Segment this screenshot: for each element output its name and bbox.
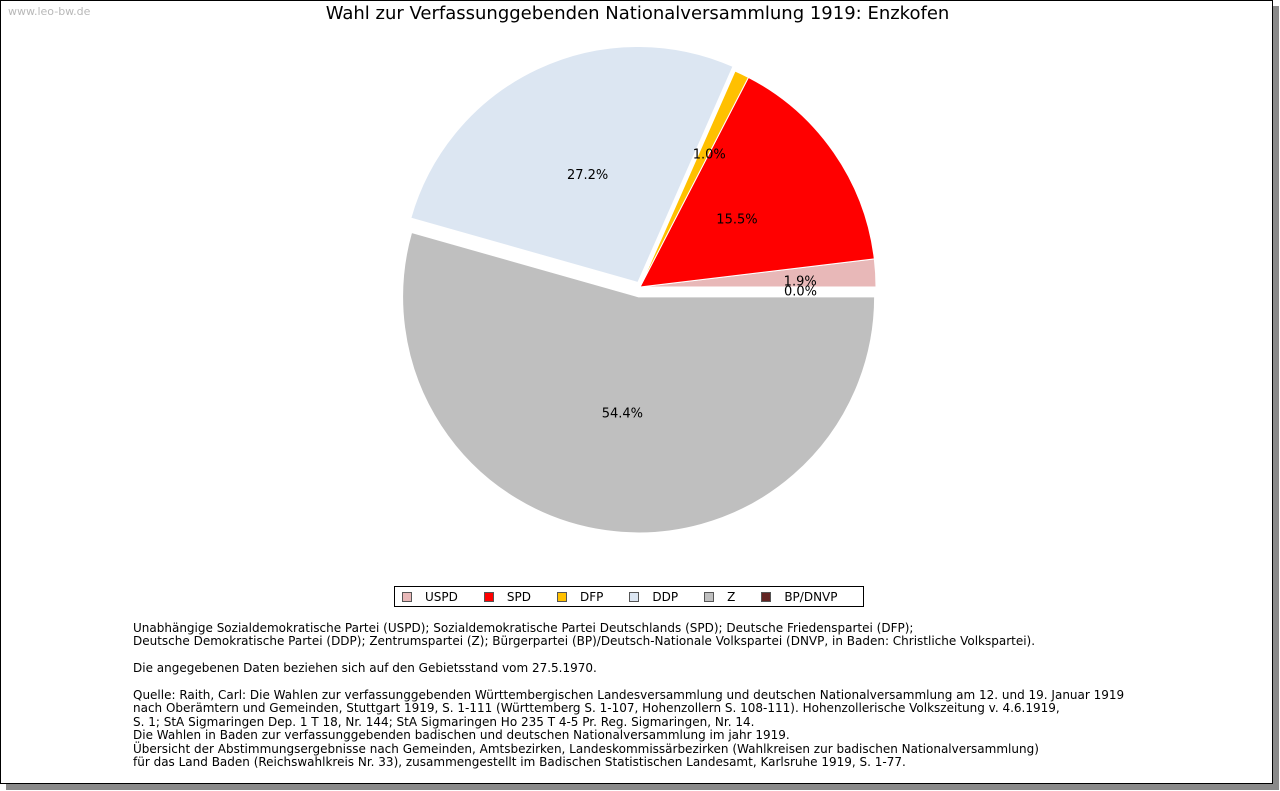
notes-source-line-2: nach Oberämtern und Gemeinden, Stuttgart… (133, 701, 1060, 716)
pie-label-ddp: 27.2% (567, 168, 608, 183)
legend-label-spd: SPD (506, 589, 531, 604)
legend-swatch-ddp (629, 591, 640, 602)
legend-item-ddp: DDP (629, 590, 678, 604)
pie-slice-ddp (410, 45, 734, 284)
pie-label-uspd: 1.9% (784, 275, 817, 290)
notes-source-line-6: für das Land Baden (Reichswahlkreis Nr. … (133, 755, 906, 770)
legend-item-bp-dnvp: BP/DNVP (761, 589, 838, 604)
legend-swatch-bp-dnvp (761, 591, 772, 602)
legend: USPD SPD DFP DDP Z BP/DNVP (394, 586, 864, 607)
pie-label-spd: 15.5% (716, 212, 757, 227)
pie-label-bp-dnvp: 0.0% (784, 285, 817, 300)
notes: Unabhängige Sozialdemokratische Partei (… (133, 621, 1233, 770)
pie-slice-z (402, 231, 876, 534)
notes-territory: Die angegebenen Daten beziehen sich auf … (133, 661, 597, 676)
legend-label-uspd: USPD (425, 589, 458, 604)
legend-label-ddp: DDP (652, 589, 679, 604)
notes-parties-line-2: Deutsche Demokratische Partei (DDP); Zen… (133, 634, 1036, 649)
legend-swatch-z (704, 591, 715, 602)
pie-slice-dfp (639, 70, 750, 288)
pie-label-dfp: 1.0% (693, 147, 726, 162)
chart-title: Wahl zur Verfassunggebenden Nationalvers… (325, 3, 950, 24)
pie-label-z: 54.4% (602, 406, 643, 421)
legend-swatch-uspd (402, 591, 412, 602)
legend-label-dfp: DFP (579, 589, 604, 604)
notes-source-line-5: Übersicht der Abstimmungsergebnisse nach… (133, 741, 1039, 756)
legend-swatch-dfp (556, 591, 567, 602)
legend-item-uspd: USPD (402, 590, 458, 604)
notes-parties-line-1: Unabhängige Sozialdemokratische Partei (… (133, 621, 914, 635)
pie-chart: 1.9% 15.5% 1.0% 27.2% 54.4% 0.0% (402, 45, 877, 534)
legend-label-bp-dnvp: BP/DNVP (784, 589, 838, 604)
pie-slice-spd (639, 76, 875, 288)
legend-label-z: Z (727, 589, 736, 604)
notes-source-line-1: Quelle: Raith, Carl: Die Wahlen zur verf… (133, 688, 1125, 702)
watermark: www.leo-bw.de (8, 5, 91, 18)
legend-swatch-spd (483, 591, 494, 602)
legend-item-z: Z (704, 590, 735, 604)
notes-source-line-3: S. 1; StA Sigmaringen Dep. 1 T 18, Nr. 1… (133, 714, 755, 729)
legend-item-dfp: DFP (556, 589, 604, 604)
notes-source-line-4: Die Wahlen in Baden zur verfassunggebend… (133, 728, 790, 743)
legend-item-spd: SPD (483, 589, 531, 604)
